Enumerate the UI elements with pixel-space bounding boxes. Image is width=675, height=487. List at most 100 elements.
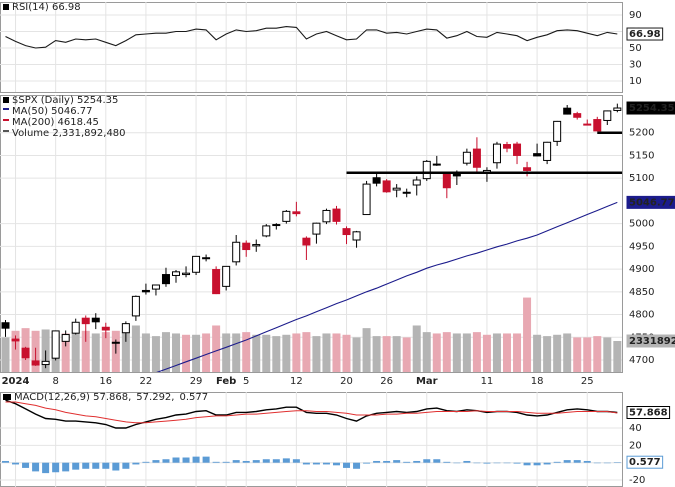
y-tick-label: 4700 — [629, 355, 654, 366]
volume-bar — [442, 332, 451, 372]
candle-body — [432, 163, 441, 166]
candle-body — [202, 257, 211, 260]
candle-body — [322, 209, 331, 223]
candle-body — [31, 360, 40, 366]
histogram-bar — [543, 462, 551, 465]
candle-body — [472, 148, 481, 168]
volume-bar — [523, 297, 532, 372]
y-tick-label: 90 — [629, 10, 642, 21]
volume-bar — [402, 337, 411, 372]
candle-body — [131, 295, 140, 317]
histogram-bar — [373, 460, 381, 463]
volume-bar — [342, 334, 351, 372]
histogram-bar — [302, 462, 310, 465]
candle-body — [262, 225, 271, 237]
candle-body — [372, 177, 381, 184]
x-tick-label: 2024 — [2, 376, 30, 387]
legend-swatch — [3, 108, 9, 110]
candle-body — [553, 120, 562, 142]
candle-body — [91, 317, 100, 323]
volume-bar — [302, 332, 311, 372]
volume-bar — [573, 337, 582, 372]
legend-entry: $SPX (Daily) 5254.35 — [12, 95, 118, 106]
y-tick-label: 5000 — [629, 219, 654, 230]
legend-swatch — [3, 4, 9, 10]
candle-body — [563, 107, 572, 115]
histogram-bar — [142, 461, 150, 463]
candle-body — [462, 151, 471, 164]
volume-bar — [222, 333, 231, 372]
candle-body — [141, 289, 150, 293]
candle-body — [523, 167, 532, 171]
histogram-bar — [242, 460, 250, 463]
last-value-label: 5254.35 — [629, 103, 675, 114]
axis-labels-1: 4700475048004850490049505000510051505200… — [626, 101, 675, 366]
panel-1 — [0, 103, 622, 372]
volume-bar — [452, 333, 461, 372]
volume-bar — [513, 333, 522, 372]
candle-body — [543, 141, 552, 161]
histogram-bar — [202, 456, 210, 463]
volume-bar — [202, 333, 211, 372]
candle-body — [352, 231, 361, 241]
candle-body — [41, 360, 50, 366]
x-tick-label: 8 — [52, 376, 58, 387]
candle-body — [533, 153, 542, 157]
x-tick-label: 25 — [581, 376, 594, 387]
x-tick-label: 20 — [340, 376, 353, 387]
volume-bar — [503, 333, 511, 372]
candle-body — [101, 326, 110, 331]
volume-bar — [352, 337, 361, 372]
x-tick-label: Feb — [216, 376, 236, 387]
legend-swatch — [3, 130, 9, 132]
candle-body — [513, 143, 522, 156]
volume-bar — [613, 341, 622, 372]
volume-bar — [292, 333, 301, 372]
x-tick-label: 18 — [531, 376, 544, 387]
volume-bar — [91, 333, 100, 372]
histogram-bar — [403, 461, 411, 463]
histogram-bar — [383, 460, 391, 463]
histogram-bar — [312, 462, 320, 465]
candle-body — [182, 272, 191, 276]
volume-bar — [422, 332, 431, 372]
last-value-box — [626, 334, 675, 348]
last-value-label: 5046.77 — [629, 197, 675, 208]
volume-bar — [412, 325, 421, 372]
candle-body — [71, 321, 80, 334]
candle-body — [11, 338, 20, 342]
candle-body — [242, 242, 251, 251]
volume-bar — [553, 334, 562, 372]
histogram-bar — [473, 462, 481, 464]
volume-bar — [583, 337, 592, 372]
legend-entry: 0.577 — [179, 392, 208, 403]
candle-body — [402, 191, 411, 194]
volume-bar — [543, 336, 552, 372]
y-tick-label: 20 — [629, 440, 642, 451]
candle-body — [302, 237, 311, 246]
last-value-box — [626, 406, 671, 420]
candle-body — [442, 172, 451, 189]
volume-bar — [482, 334, 491, 372]
legend-entry: 57.292, — [136, 392, 174, 403]
last-value-label: 57.868 — [629, 408, 668, 419]
last-value-label: 66.98 — [629, 29, 661, 40]
volume-bar — [141, 333, 150, 372]
histogram-bar — [343, 462, 351, 468]
last-value-label: 0.577 — [629, 457, 661, 468]
candle-body — [603, 110, 612, 121]
axis-labels-0: 103050709066.98 — [626, 10, 664, 87]
volume-bar — [1, 337, 10, 372]
histogram-bar — [593, 462, 601, 464]
candle-body — [1, 322, 10, 329]
volume-bar — [312, 336, 321, 372]
y-tick-label: 5100 — [629, 173, 654, 184]
histogram-bar — [92, 462, 100, 469]
candle-body — [212, 269, 221, 295]
candle-body — [312, 222, 321, 235]
volume-bar — [161, 332, 170, 372]
histogram-bar — [22, 462, 30, 468]
candle-body — [51, 330, 60, 359]
histogram-bar — [322, 462, 330, 465]
